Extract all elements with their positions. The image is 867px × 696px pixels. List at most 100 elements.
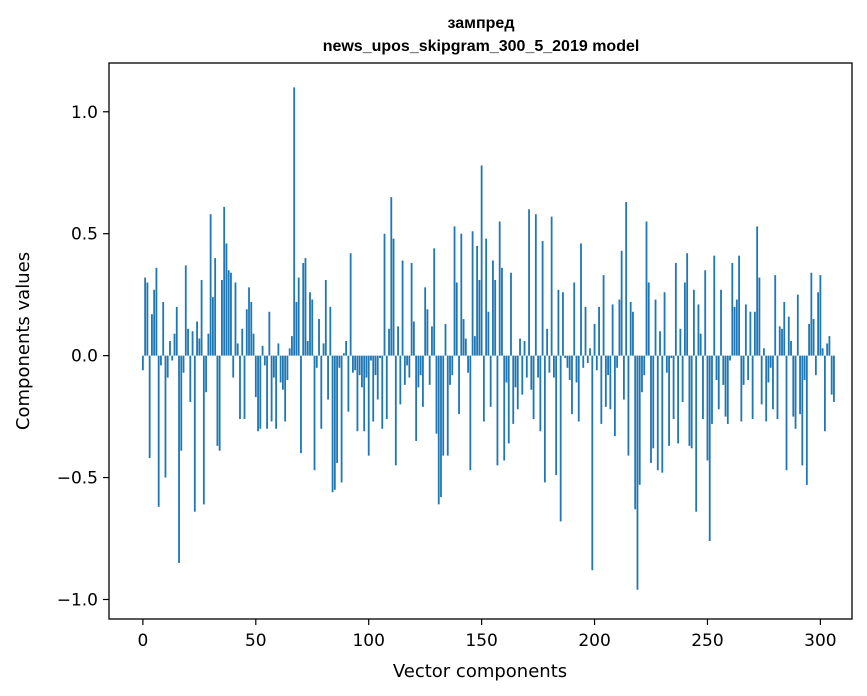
bar-component-204 — [602, 275, 605, 356]
bar-component-280 — [774, 275, 777, 356]
x-axis-label: Vector components — [393, 661, 567, 682]
bar-component-226 — [652, 355, 655, 449]
bar-component-191 — [573, 282, 576, 356]
bar-component-64 — [286, 355, 289, 381]
bar-component-101 — [370, 355, 372, 361]
bar-component-96 — [358, 355, 361, 376]
bar-component-17 — [180, 355, 183, 451]
bar-component-76 — [313, 355, 316, 471]
bar-component-107 — [383, 233, 386, 356]
bar-component-12 — [169, 341, 171, 356]
bar-component-290 — [796, 294, 799, 356]
bar-component-296 — [810, 272, 813, 356]
bar-component-217 — [632, 311, 634, 356]
bar-component-258 — [724, 355, 727, 417]
bar-component-102 — [372, 355, 375, 422]
bar-component-71 — [302, 262, 305, 356]
bar-component-224 — [647, 282, 650, 356]
bar-component-276 — [765, 355, 768, 422]
x-tick-label: 250 — [691, 631, 723, 651]
bar-component-88 — [340, 355, 343, 483]
bar-series — [141, 87, 835, 590]
bar-component-214 — [625, 202, 628, 356]
bar-component-207 — [609, 355, 612, 410]
bar-component-57 — [270, 355, 273, 422]
y-tick-label: 0.0 — [71, 347, 98, 367]
bar-component-72 — [304, 258, 307, 356]
bar-component-22 — [191, 331, 194, 356]
bar-component-79 — [320, 355, 323, 429]
bar-component-161 — [505, 355, 508, 383]
bar-component-181 — [550, 216, 553, 356]
bar-component-282 — [778, 326, 781, 356]
bar-component-179 — [546, 328, 549, 356]
bar-component-123 — [419, 355, 422, 376]
bar-component-137 — [451, 355, 454, 376]
bar-component-194 — [580, 243, 582, 356]
bar-component-99 — [365, 355, 368, 378]
y-tick-label: 0.5 — [71, 225, 98, 245]
bar-component-39 — [230, 272, 232, 356]
bar-component-65 — [288, 348, 291, 356]
bar-component-252 — [711, 355, 713, 424]
bar-component-51 — [257, 355, 259, 432]
bar-component-11 — [166, 355, 169, 378]
bar-component-237 — [677, 355, 680, 444]
bar-component-190 — [571, 355, 573, 415]
bar-component-172 — [530, 355, 533, 390]
bar-component-113 — [397, 326, 399, 356]
bar-component-215 — [627, 355, 630, 456]
bar-component-33 — [216, 355, 219, 446]
bar-component-195 — [582, 355, 585, 368]
bar-component-120 — [412, 321, 415, 356]
bar-component-273 — [758, 277, 761, 356]
bar-component-260 — [729, 355, 731, 361]
bar-component-254 — [715, 355, 718, 381]
bar-component-247 — [699, 333, 702, 356]
bar-component-188 — [566, 355, 569, 368]
bar-component-209 — [613, 355, 616, 437]
bar-component-261 — [731, 262, 734, 356]
bar-component-170 — [525, 355, 528, 378]
bar-component-90 — [345, 341, 348, 356]
bar-component-251 — [708, 355, 711, 541]
bar-component-73 — [306, 341, 309, 356]
bar-component-116 — [403, 355, 406, 385]
bar-component-105 — [379, 355, 381, 359]
bar-component-41 — [234, 282, 237, 356]
bar-component-278 — [769, 355, 772, 368]
bar-component-100 — [367, 355, 370, 456]
bar-component-58 — [272, 355, 275, 378]
bar-component-272 — [756, 226, 759, 356]
bar-component-299 — [817, 292, 820, 356]
bar-component-125 — [424, 287, 427, 356]
bar-component-275 — [763, 348, 765, 356]
bar-component-231 — [663, 292, 666, 356]
x-tick-label: 100 — [352, 631, 384, 651]
bar-component-128 — [431, 326, 433, 356]
bar-component-29 — [207, 333, 210, 356]
x-tick-label: 300 — [804, 631, 836, 651]
bar-component-115 — [401, 260, 404, 356]
bar-component-93 — [352, 355, 354, 373]
y-axis-ticks: −1.0 −0.5 0.0 0.5 1.0 — [57, 103, 109, 610]
bar-component-47 — [248, 287, 250, 356]
bar-component-293 — [803, 355, 806, 381]
bar-component-50 — [254, 355, 257, 398]
bar-component-227 — [654, 299, 657, 356]
bar-component-103 — [374, 355, 377, 376]
bar-component-36 — [223, 206, 226, 356]
bar-component-245 — [695, 355, 698, 512]
bar-component-150 — [480, 165, 483, 356]
bar-component-87 — [338, 355, 341, 368]
bar-component-98 — [363, 355, 366, 432]
bar-component-133 — [442, 355, 445, 456]
bar-component-7 — [157, 355, 160, 507]
bar-component-28 — [205, 355, 208, 393]
bar-component-222 — [643, 355, 646, 376]
bar-component-189 — [568, 355, 571, 381]
bar-component-203 — [600, 355, 603, 424]
bar-component-302 — [824, 355, 826, 432]
y-axis-label: Components values — [13, 252, 34, 430]
bar-component-265 — [740, 355, 743, 422]
